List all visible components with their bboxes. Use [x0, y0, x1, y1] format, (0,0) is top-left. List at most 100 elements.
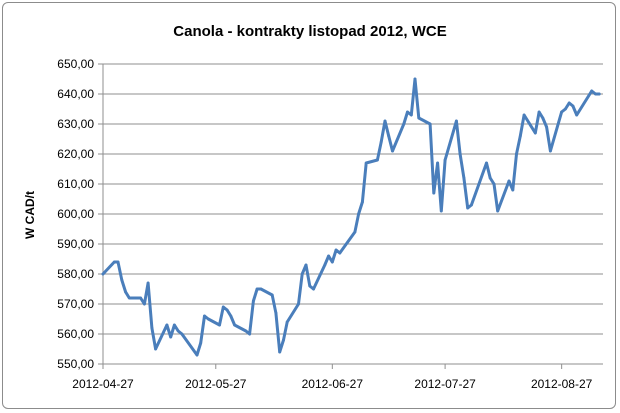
data-point [575, 113, 579, 117]
data-point [304, 263, 308, 267]
data-point [312, 287, 315, 291]
x-tick-label: 2012-06-27 [302, 377, 364, 391]
data-point [143, 302, 146, 306]
data-point [518, 134, 522, 138]
y-tick-label: 590,00 [57, 237, 94, 251]
data-point [462, 176, 466, 180]
data-point [353, 230, 357, 234]
data-point [496, 209, 500, 213]
data-point [560, 110, 563, 114]
data-point [180, 332, 184, 336]
data-point [567, 101, 571, 105]
y-tick-label: 580,00 [57, 267, 94, 281]
data-point [255, 287, 259, 291]
x-tick-label: 2012-08-27 [531, 377, 593, 391]
data-point [169, 335, 173, 339]
data-point [233, 323, 237, 327]
data-point [413, 77, 417, 81]
data-point [511, 188, 515, 192]
y-tick-label: 650,00 [57, 57, 94, 71]
data-point [432, 191, 436, 195]
x-tick-label: 2012-07-27 [414, 377, 476, 391]
data-point [594, 92, 597, 96]
data-point [244, 329, 248, 333]
data-point [229, 314, 233, 318]
data-point [285, 320, 289, 324]
data-point [120, 278, 124, 282]
y-tick-label: 560,00 [57, 327, 94, 341]
data-point [428, 122, 432, 126]
data-point [221, 305, 225, 309]
data-point [439, 209, 443, 213]
data-point [364, 161, 368, 165]
data-point [590, 89, 594, 93]
x-tick-label: 2012-04-27 [72, 377, 134, 391]
data-point [383, 119, 387, 123]
data-point [323, 263, 327, 267]
data-point [297, 302, 300, 306]
data-point [507, 179, 511, 183]
chart-frame [2, 2, 616, 409]
data-point [278, 350, 282, 354]
data-point [545, 125, 548, 129]
data-point [173, 323, 176, 327]
data-point [282, 338, 285, 342]
gridlines [103, 63, 603, 335]
data-point [165, 323, 169, 327]
data-point [248, 332, 252, 336]
data-point [252, 299, 255, 303]
data-point [206, 317, 210, 321]
y-tick-label: 610,00 [57, 177, 94, 191]
y-axis-ticks: 550,00 560,00 570,00 580,00 590,00 600,00 610,… [57, 57, 103, 371]
x-axis-ticks: 2012-04-27 2012-05-27 2012-06-27 2012-07-27… [72, 364, 593, 391]
data-point [597, 92, 601, 96]
data-point [541, 116, 545, 120]
data-point [334, 248, 338, 252]
data-point [199, 341, 203, 345]
data-point [571, 104, 575, 108]
data-point [300, 272, 304, 276]
data-point [327, 254, 330, 258]
data-point [274, 311, 278, 315]
x-tick-label: 2012-05-27 [185, 377, 247, 391]
data-point [308, 284, 312, 288]
data-point [485, 161, 488, 165]
data-point [443, 158, 447, 162]
data-point [259, 287, 263, 291]
data-point [146, 281, 150, 285]
data-point [154, 347, 158, 351]
data-point [127, 296, 131, 300]
data-point [406, 110, 409, 114]
data-point [387, 134, 391, 138]
data-point [417, 116, 421, 120]
data-point [270, 293, 274, 297]
y-tick-label: 600,00 [57, 207, 94, 221]
data-point [124, 290, 127, 294]
data-point [116, 260, 120, 264]
data-point [537, 110, 541, 114]
y-tick-label: 570,00 [57, 297, 94, 311]
data-point [564, 107, 567, 111]
y-tick-label: 620,00 [57, 147, 94, 161]
data-point [338, 251, 342, 255]
data-point [492, 182, 496, 186]
data-point [218, 323, 221, 327]
y-axis-label: W CAD/t [23, 191, 37, 239]
data-point [176, 329, 180, 333]
data-point [203, 314, 206, 318]
y-tick-label: 640,00 [57, 87, 94, 101]
price-line [101, 77, 601, 357]
data-point [466, 206, 470, 210]
data-point [488, 176, 492, 180]
data-point [409, 113, 413, 117]
data-point [522, 113, 526, 117]
data-point [549, 149, 552, 153]
y-tick-label: 550,00 [57, 357, 94, 371]
data-point [455, 119, 458, 123]
data-point [436, 161, 439, 165]
data-series [101, 77, 601, 357]
data-point [515, 152, 518, 156]
data-point [139, 296, 143, 300]
data-point [376, 158, 379, 162]
y-tick-label: 630,00 [57, 117, 94, 131]
